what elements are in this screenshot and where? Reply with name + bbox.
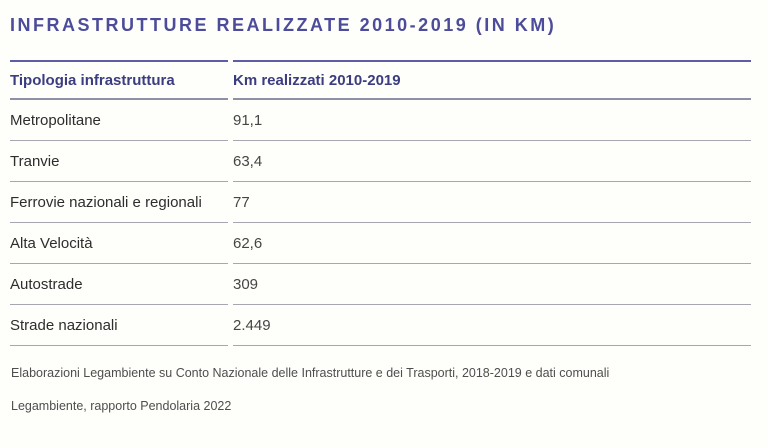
column-header-tipologia: Tipologia infrastruttura: [10, 60, 228, 100]
row-value: 77: [233, 182, 751, 223]
row-label: Autostrade: [10, 264, 228, 305]
row-label: Tranvie: [10, 141, 228, 182]
page-title: INFRASTRUTTURE REALIZZATE 2010-2019 (IN …: [10, 15, 557, 35]
row-value: 309: [233, 264, 751, 305]
table-header-row: Tipologia infrastruttura Km realizzati 2…: [10, 60, 751, 100]
table-row: Autostrade 309: [10, 264, 751, 305]
column-header-km: Km realizzati 2010-2019: [233, 60, 751, 100]
row-label: Strade nazionali: [10, 305, 228, 346]
table-row: Strade nazionali 2.449: [10, 305, 751, 346]
row-value: 62,6: [233, 223, 751, 264]
row-value: 91,1: [233, 100, 751, 141]
table-row: Tranvie 63,4: [10, 141, 751, 182]
row-value: 2.449: [233, 305, 751, 346]
footer-attribution: Legambiente, rapporto Pendolaria 2022: [11, 399, 232, 413]
table-row: Ferrovie nazionali e regionali 77: [10, 182, 751, 223]
table-row: Alta Velocità 62,6: [10, 223, 751, 264]
infrastructure-table-figure: INFRASTRUTTURE REALIZZATE 2010-2019 (IN …: [0, 15, 768, 447]
row-label: Ferrovie nazionali e regionali: [10, 182, 228, 223]
row-value: 63,4: [233, 141, 751, 182]
infrastructure-table: Tipologia infrastruttura Km realizzati 2…: [5, 60, 756, 346]
row-label: Alta Velocità: [10, 223, 228, 264]
row-label: Metropolitane: [10, 100, 228, 141]
footer-source-note: Elaborazioni Legambiente su Conto Nazion…: [11, 366, 610, 380]
table-row: Metropolitane 91,1: [10, 100, 751, 141]
